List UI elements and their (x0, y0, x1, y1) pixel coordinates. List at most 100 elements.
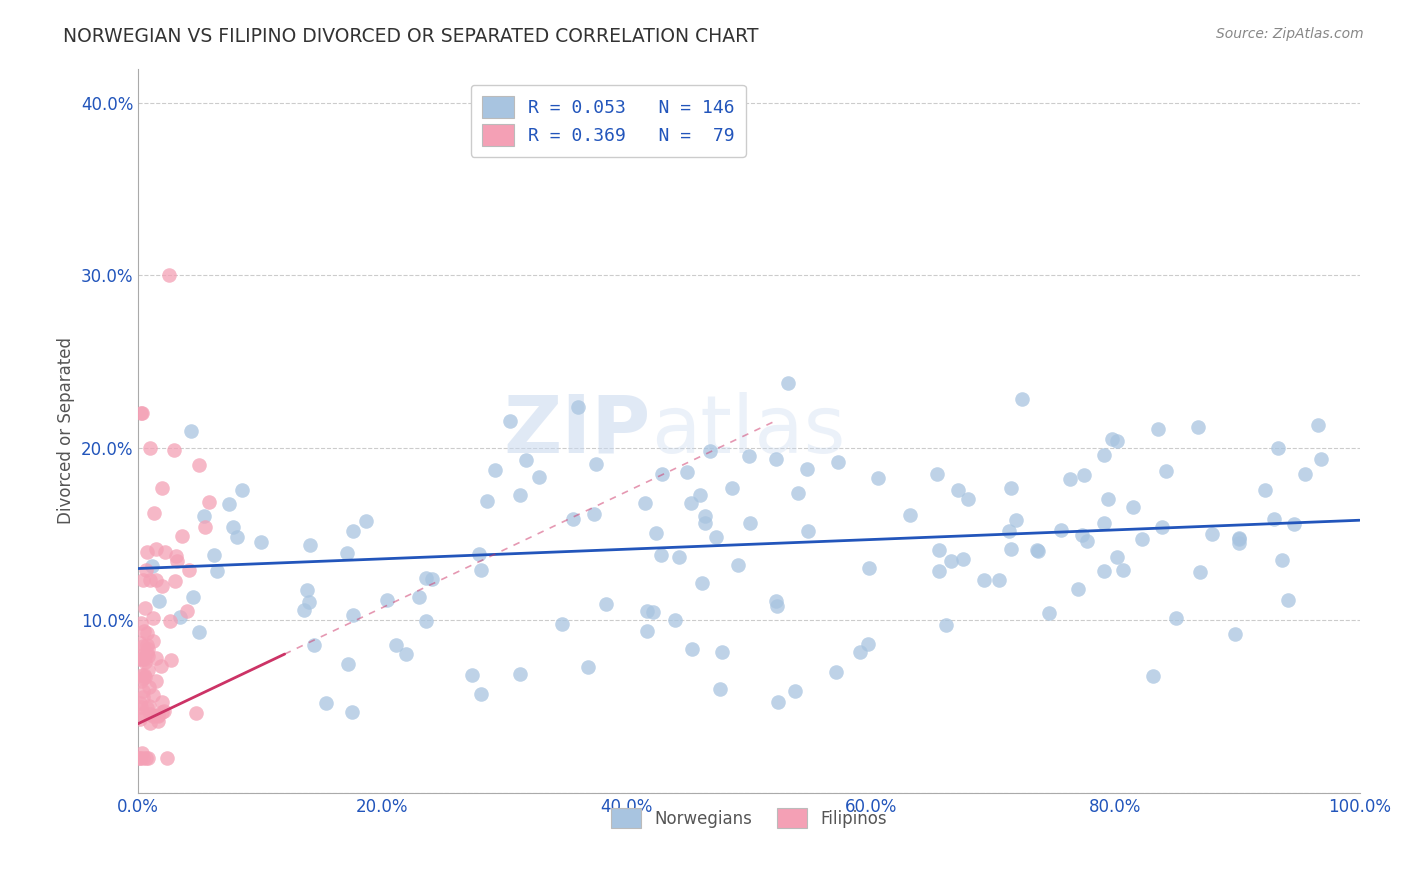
Point (1267, 441, 1289, 455)
Point (420, 572, 443, 586)
Point (634, 496, 657, 510)
Point (131, 648, 153, 662)
Point (1107, 434, 1129, 448)
Point (415, 614, 437, 628)
Point (470, 563, 492, 577)
Point (169, 610, 191, 624)
Point (415, 571, 437, 585)
Point (515, 452, 537, 467)
Point (1092, 564, 1115, 578)
Point (131, 652, 153, 666)
Point (298, 539, 321, 553)
Point (827, 455, 849, 469)
Point (689, 488, 711, 502)
Point (1227, 536, 1250, 550)
Point (1188, 565, 1211, 579)
Point (342, 524, 364, 538)
Point (134, 668, 156, 682)
Point (135, 562, 157, 576)
Point (132, 684, 155, 698)
Point (1130, 532, 1153, 546)
Point (1073, 468, 1095, 483)
Point (131, 668, 153, 682)
Point (129, 674, 152, 689)
Point (222, 520, 245, 534)
Point (129, 615, 152, 630)
Y-axis label: Divorced or Separated: Divorced or Separated (58, 337, 75, 524)
Point (998, 524, 1021, 538)
Point (166, 554, 188, 568)
Point (384, 639, 406, 653)
Point (704, 530, 727, 544)
Point (145, 542, 167, 557)
Point (1005, 513, 1028, 527)
Point (787, 486, 810, 500)
Point (1092, 448, 1115, 462)
Point (636, 624, 658, 639)
Point (1000, 542, 1022, 557)
Point (898, 508, 921, 522)
Point (157, 268, 180, 283)
Legend: Norwegians, Filipinos: Norwegians, Filipinos (605, 801, 894, 835)
Point (675, 465, 697, 479)
Point (139, 441, 162, 455)
Point (1038, 606, 1060, 620)
Point (148, 594, 170, 608)
Point (132, 574, 155, 588)
Point (135, 646, 157, 660)
Point (179, 562, 201, 576)
Point (928, 543, 950, 558)
Point (134, 655, 156, 669)
Point (136, 649, 159, 664)
Point (467, 547, 489, 561)
Point (527, 469, 550, 483)
Point (1142, 669, 1164, 683)
Point (146, 708, 169, 723)
Point (225, 529, 247, 543)
Point (139, 715, 162, 730)
Point (336, 546, 359, 560)
Point (298, 595, 321, 609)
Point (1294, 467, 1316, 481)
Point (132, 690, 155, 704)
Point (1122, 500, 1144, 515)
Point (650, 548, 672, 562)
Point (1097, 492, 1119, 507)
Point (136, 638, 159, 652)
Point (142, 688, 165, 702)
Point (1277, 593, 1299, 607)
Point (128, 751, 150, 765)
Point (1000, 481, 1022, 495)
Point (138, 680, 160, 694)
Point (156, 751, 179, 765)
Point (146, 714, 169, 728)
Text: Source: ZipAtlas.com: Source: ZipAtlas.com (1216, 27, 1364, 41)
Point (202, 549, 225, 563)
Point (141, 633, 163, 648)
Point (165, 574, 187, 589)
Point (145, 573, 167, 587)
Point (342, 608, 364, 623)
Point (131, 406, 153, 420)
Point (1201, 527, 1223, 541)
Point (1254, 483, 1277, 497)
Point (193, 509, 215, 524)
Point (848, 645, 870, 659)
Point (1282, 517, 1305, 532)
Point (582, 507, 605, 521)
Point (181, 590, 204, 604)
Point (172, 528, 194, 542)
Point (935, 617, 957, 632)
Point (128, 635, 150, 649)
Point (1049, 523, 1071, 537)
Point (132, 639, 155, 653)
Point (1227, 531, 1250, 545)
Point (858, 637, 880, 651)
Point (408, 591, 430, 605)
Point (129, 696, 152, 710)
Point (576, 660, 599, 674)
Point (131, 706, 153, 721)
Point (138, 698, 160, 713)
Point (509, 487, 531, 501)
Point (340, 705, 363, 719)
